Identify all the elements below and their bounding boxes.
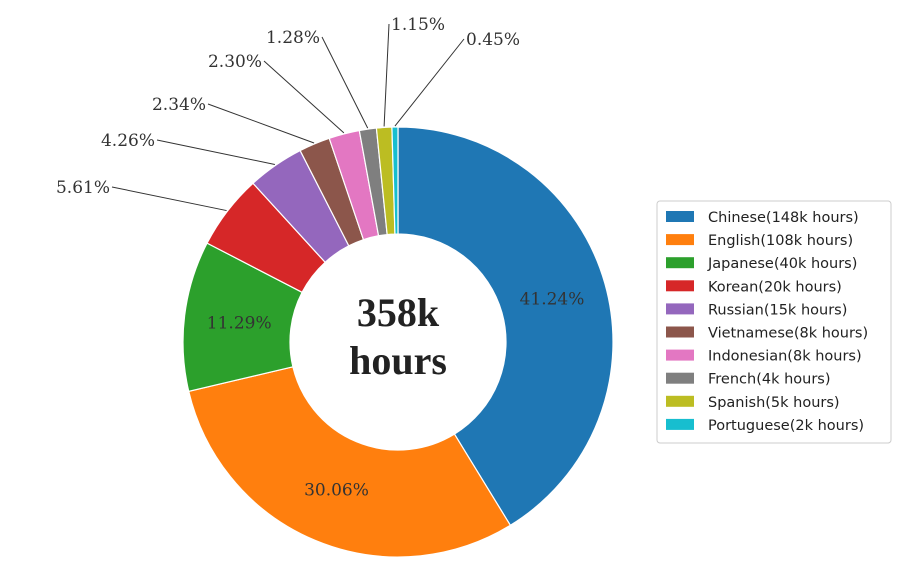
legend-label-0: Chinese(148k hours) <box>708 210 859 226</box>
legend-swatch-5 <box>666 326 694 338</box>
slices-group <box>182 126 614 558</box>
center-label-unit: hours <box>349 338 447 383</box>
legend-swatch-9 <box>666 418 694 430</box>
legend-label-4: Russian(15k hours) <box>708 302 847 318</box>
legend-swatch-8 <box>666 395 694 407</box>
leader-line-9 <box>394 38 465 127</box>
legend-label-1: English(108k hours) <box>708 233 853 249</box>
slice-1 <box>188 366 512 558</box>
legend-label-9: Portuguese(2k hours) <box>708 418 864 434</box>
legend-swatch-2 <box>666 257 694 269</box>
pct-label-7: 1.28% <box>266 28 320 48</box>
center-label-total: 358k <box>357 290 440 335</box>
leader-lines-group <box>111 23 465 212</box>
pct-label-6: 2.30% <box>208 52 262 72</box>
legend-label-5: Vietnamese(8k hours) <box>708 326 868 342</box>
legend-label-8: Spanish(5k hours) <box>708 395 840 411</box>
pct-label-0: 41.24% <box>520 290 585 310</box>
legend-swatch-7 <box>666 372 694 384</box>
center-label-group: 358k hours <box>349 290 447 383</box>
legend-swatch-1 <box>666 234 694 246</box>
pct-label-2: 11.29% <box>207 313 272 333</box>
leader-line-6 <box>263 60 345 134</box>
legend-swatch-4 <box>666 303 694 315</box>
legend-label-2: Japanese(40k hours) <box>707 256 857 272</box>
pct-label-1: 30.06% <box>304 481 369 501</box>
leader-line-8 <box>383 23 390 127</box>
slice-9 <box>391 126 399 235</box>
pct-label-4: 4.26% <box>101 131 155 151</box>
legend-swatch-6 <box>666 349 694 361</box>
slice-0 <box>397 126 614 527</box>
legend-frame <box>656 200 892 444</box>
pct-label-5: 2.34% <box>152 95 206 115</box>
pct-label-9: 0.45% <box>466 30 520 50</box>
leader-line-7 <box>321 36 369 129</box>
pct-label-8: 1.15% <box>391 15 445 35</box>
legend: Chinese(148k hours) English(108k hours) Ja… <box>656 200 892 444</box>
legend-label-7: French(4k hours) <box>708 372 831 388</box>
leader-line-3 <box>111 186 227 212</box>
pct-label-3: 5.61% <box>56 178 110 198</box>
legend-swatch-0 <box>666 211 694 222</box>
legend-label-6: Indonesian(8k hours) <box>708 349 862 365</box>
legend-label-3: Korean(20k hours) <box>708 279 842 295</box>
percent-labels-group: 41.24%30.06%11.29%5.61%4.26%2.34%2.30%1.… <box>56 15 584 501</box>
leader-line-4 <box>156 139 275 166</box>
leader-line-5 <box>207 103 315 144</box>
legend-swatch-3 <box>666 280 694 292</box>
